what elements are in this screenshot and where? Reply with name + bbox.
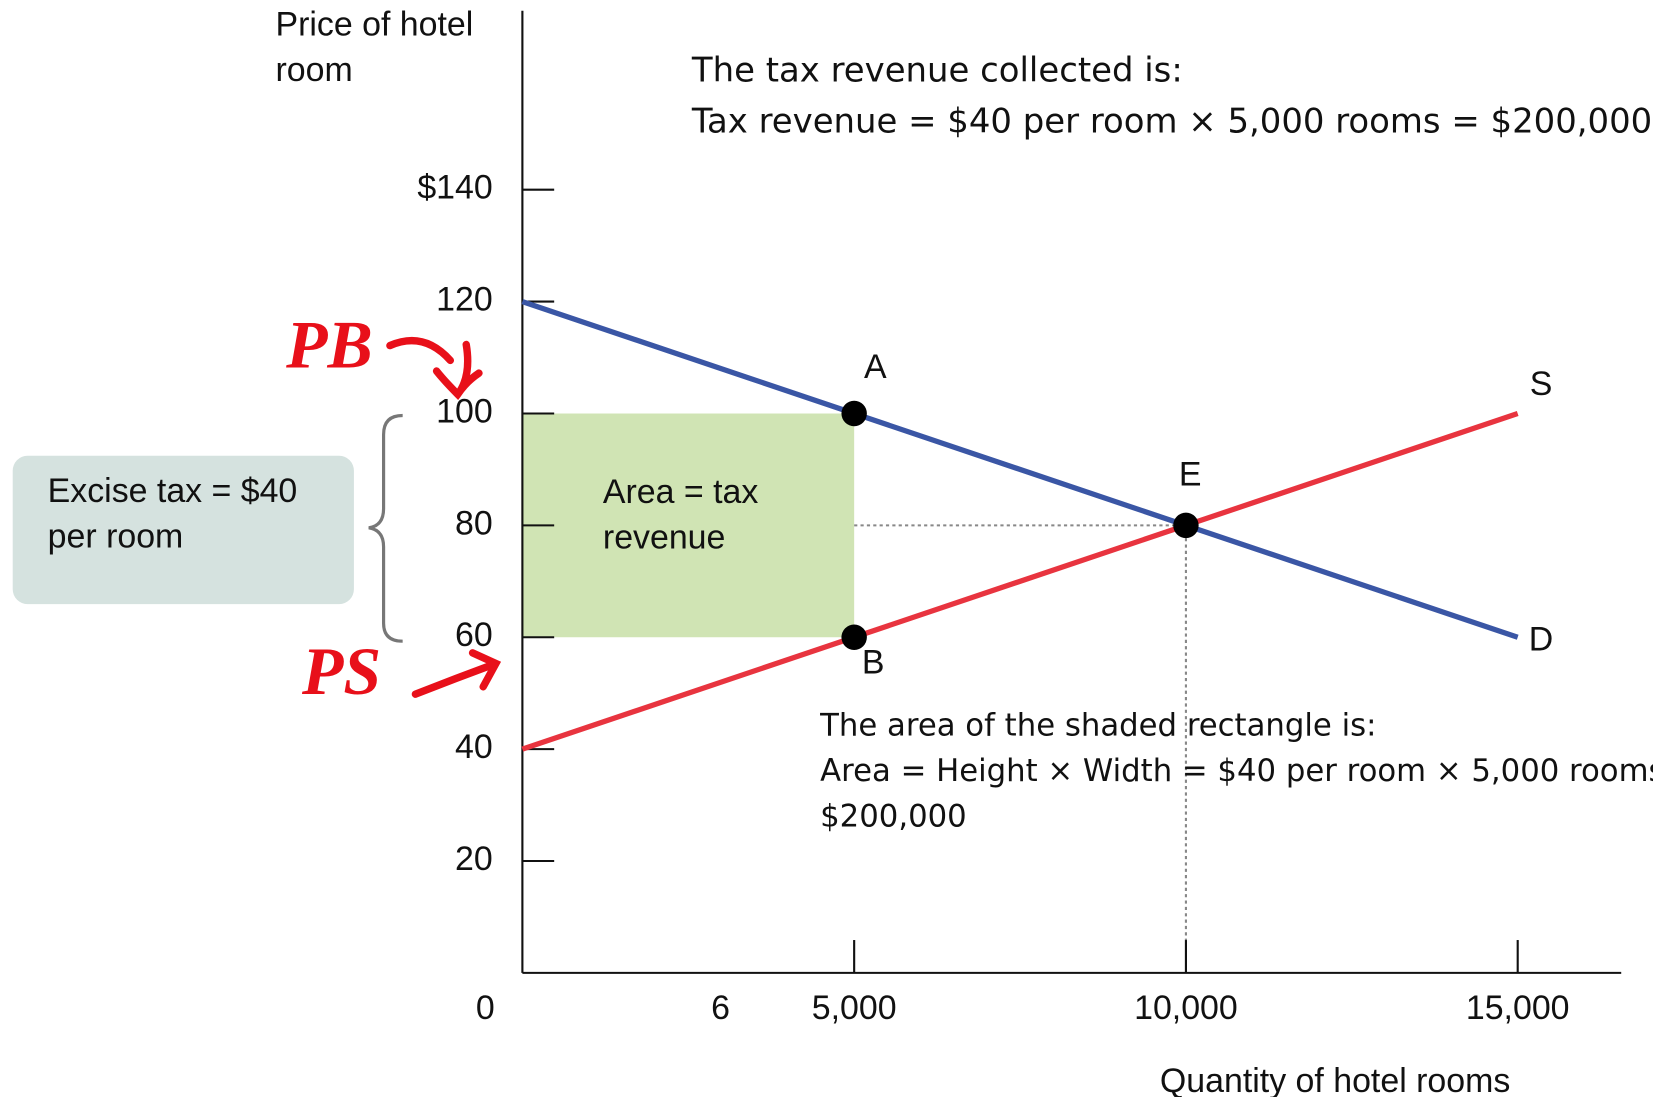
x-tick-label: 5,000	[812, 989, 897, 1027]
x-tick-label: 15,000	[1466, 989, 1570, 1027]
y-tick-label: 80	[455, 504, 493, 542]
stray-label: 6	[711, 989, 730, 1027]
handwritten: PS	[301, 634, 381, 709]
tax-box-text: Excise tax = $40	[48, 472, 298, 510]
x-axis-label: Quantity of hotel rooms	[1160, 1062, 1510, 1097]
note: The tax revenue collected is:	[691, 51, 1183, 90]
point-label: B	[862, 644, 885, 682]
y-tick-label: $140	[417, 169, 492, 207]
brace	[368, 413, 403, 643]
point-label: E	[1179, 456, 1202, 494]
point	[841, 400, 867, 427]
note: Area = Height × Width = $40 per room × 5…	[820, 753, 1653, 789]
y-tick-label: 40	[455, 728, 493, 766]
series-label: D	[1529, 620, 1553, 658]
shaded-area	[522, 413, 855, 638]
point	[841, 624, 867, 650]
handwritten: PB	[285, 308, 373, 383]
area-label: Area = tax	[603, 473, 758, 511]
y-tick-label: 100	[436, 392, 493, 430]
x-tick-label: 0	[476, 989, 495, 1027]
y-tick-label: 120	[436, 281, 493, 319]
point-label: A	[864, 348, 887, 386]
y-tick-label: 60	[455, 616, 493, 654]
y-axis-label: Price of hotel	[276, 6, 474, 44]
note: $200,000	[820, 799, 967, 835]
series-label: S	[1530, 365, 1553, 403]
y-axis-label: room	[276, 51, 353, 89]
note: The area of the shaded rectangle is:	[819, 708, 1376, 744]
x-tick-label: 10,000	[1134, 989, 1238, 1027]
y-tick-label: 20	[455, 840, 493, 878]
tax-box-text: per room	[48, 517, 184, 555]
hand-arrow	[386, 336, 483, 400]
tax-box	[12, 455, 354, 605]
point	[1173, 512, 1199, 539]
hand-arrow	[411, 649, 502, 698]
note: Tax revenue = $40 per room × 5,000 rooms…	[691, 102, 1652, 141]
series-line	[521, 410, 1519, 752]
series-line	[521, 299, 1519, 640]
area-label: revenue	[603, 518, 725, 556]
